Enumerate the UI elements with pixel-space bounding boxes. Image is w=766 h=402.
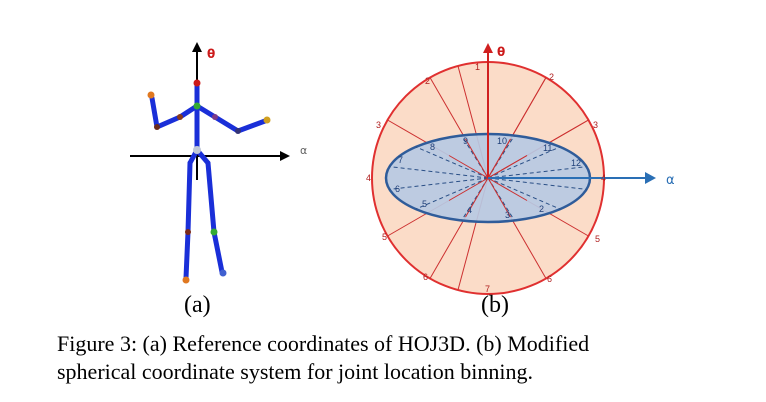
bin-number: 11 <box>543 143 552 153</box>
bin-line <box>487 177 587 190</box>
sector-number: 2 <box>549 72 554 82</box>
panel-a-alpha-arrow-icon <box>280 151 290 161</box>
panel-b-label: (b) <box>481 292 509 318</box>
skeleton-limbs <box>149 82 268 281</box>
sector-line-inner <box>487 155 528 179</box>
figure-canvas: θ α θ α 1 2 2 3 3 4 4 5 5 6 6 7 <box>130 42 675 295</box>
sector-line-inner <box>487 177 511 218</box>
bin-line <box>389 177 489 190</box>
sector-number: 7 <box>485 284 490 294</box>
sector-line-inner <box>448 177 489 201</box>
bin-number: 10 <box>497 136 507 146</box>
bin-number: 7 <box>398 155 403 165</box>
panel-b-theta-arrow-icon <box>483 43 493 53</box>
bin-line <box>389 166 489 179</box>
figure-caption: Figure 3: (a) Reference coordinates of H… <box>57 330 757 386</box>
caption-line-1: Figure 3: (a) Reference coordinates of H… <box>57 331 590 356</box>
sector-number: 3 <box>593 120 598 130</box>
bin-line <box>487 146 561 179</box>
inner-bin-numbers: 2 3 4 5 6 7 8 9 10 11 12 <box>395 136 581 220</box>
bin-number: 9 <box>463 136 468 146</box>
ellipse-solid-lines <box>448 138 528 218</box>
sector-number: 3 <box>376 120 381 130</box>
bin-number: 4 <box>467 205 472 215</box>
sector-number: 5 <box>595 234 600 244</box>
outer-sector-numbers: 1 2 2 3 3 4 4 5 5 6 6 7 <box>366 62 606 294</box>
bin-number: 12 <box>571 158 581 168</box>
bin-number: 8 <box>430 142 435 152</box>
bin-line <box>487 177 561 210</box>
sector-line-inner <box>465 138 489 179</box>
panel-a-alpha-label: α <box>300 144 307 157</box>
bin-line <box>415 146 489 179</box>
caption-line-2: spherical coordinate system for joint lo… <box>57 359 533 384</box>
sector-number: 6 <box>423 272 428 282</box>
bin-number: 2 <box>539 204 544 214</box>
bin-line <box>415 177 489 210</box>
panel-a-theta-label: θ <box>207 47 215 61</box>
panel-b-theta-label: θ <box>497 45 505 59</box>
panel-b-alpha-label: α <box>666 173 675 188</box>
sector-line-inner <box>487 138 511 179</box>
sector-number: 4 <box>366 173 371 183</box>
panel-a-theta-arrow-icon <box>192 42 202 52</box>
panel-b-sphere: θ α 1 2 2 3 3 4 4 5 5 6 6 7 2 3 4 5 6 7 … <box>366 43 675 295</box>
sector-number: 6 <box>547 274 552 284</box>
bin-number: 3 <box>505 210 510 220</box>
panel-b-alpha-arrow-icon <box>645 172 656 184</box>
sector-number: 5 <box>382 232 387 242</box>
bin-number: 5 <box>422 199 427 209</box>
sector-number: 2 <box>425 76 430 86</box>
panel-a-skeleton: θ α <box>130 42 307 284</box>
panel-a-label: (a) <box>184 292 211 318</box>
bin-line <box>487 166 587 179</box>
sector-number: 4 <box>601 173 606 183</box>
skeleton-joints <box>147 79 271 284</box>
sector-number: 1 <box>475 62 480 72</box>
sector-line-inner <box>448 155 489 179</box>
sector-line-inner <box>487 177 528 201</box>
bin-number: 6 <box>395 184 400 194</box>
sector-line-inner <box>465 177 489 218</box>
